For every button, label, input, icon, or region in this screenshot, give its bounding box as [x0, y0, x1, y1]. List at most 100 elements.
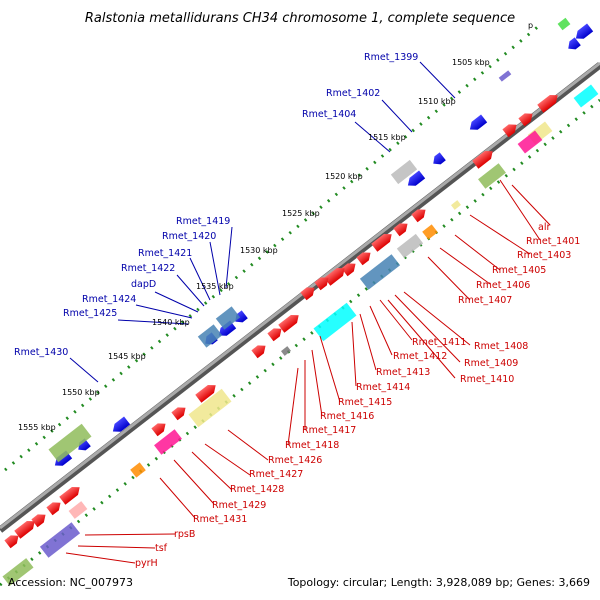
- leader-line-red: [439, 247, 491, 285]
- leader-line-blue: [381, 99, 413, 133]
- forward-gene-arrow: [472, 150, 493, 169]
- forward-gene-arrow: [518, 113, 533, 127]
- gene-label-rmet-1424: Rmet_1424: [82, 294, 136, 305]
- gene-label-rmet-1412: Rmet_1412: [393, 351, 447, 362]
- forward-gene-arrow: [411, 209, 426, 223]
- gray-feature-box: [281, 346, 291, 356]
- label-leaders: [65, 61, 551, 564]
- leader-line-red: [469, 214, 531, 255]
- scale-label-1510: 1510 kbp: [418, 97, 456, 106]
- steelblue-feature-box: [197, 324, 223, 348]
- scale-label-1505: 1505 kbp: [452, 58, 490, 67]
- gene-label-rmet-1419: Rmet_1419: [176, 216, 230, 227]
- gene-label-rmet-1429: Rmet_1429: [212, 500, 266, 511]
- gene-label-tsf: tsf: [155, 543, 168, 554]
- reverse-gene-arrow: [112, 416, 131, 432]
- gene-label-alr: alr: [538, 222, 550, 233]
- gene-label-rmet-1427: Rmet_1427: [249, 469, 303, 480]
- steelblue-feature-box: [215, 306, 241, 330]
- gene-label-rmet-1426: Rmet_1426: [268, 455, 322, 466]
- scale-label-1535: 1535 kbp: [196, 282, 234, 291]
- leader-line-red: [159, 477, 196, 519]
- gene-label-rmet-1414: Rmet_1414: [356, 382, 410, 393]
- gene-label-rmet-1430: Rmet_1430: [14, 347, 68, 358]
- scale-label-1525: 1525 kbp: [282, 209, 320, 218]
- backbone: [0, 61, 600, 530]
- gene-label-rmet-1421: Rmet_1421: [138, 248, 192, 259]
- scale-label-1530: 1530 kbp: [240, 246, 278, 255]
- leader-line-blue: [117, 319, 189, 325]
- forward-gene-arrow: [356, 252, 371, 266]
- leader-line-red: [191, 451, 233, 491]
- forward-gene-arrow: [324, 267, 345, 286]
- olive-feature-box: [2, 558, 34, 586]
- leader-line-blue: [69, 357, 99, 383]
- gene-label-rmet-1411: Rmet_1411: [412, 337, 466, 348]
- leader-line-red: [227, 429, 269, 461]
- forward-gene-arrow: [278, 314, 299, 333]
- backbone-shadow: [0, 62, 600, 533]
- leader-line-blue: [354, 121, 391, 153]
- gene-label-rmet-1407: Rmet_1407: [458, 295, 512, 306]
- gene-label-rpsb: rpsB: [174, 529, 195, 540]
- slateblue-feature-box: [39, 522, 81, 558]
- scale-label-1550: 1550 kbp: [62, 388, 100, 397]
- leader-line-red: [369, 305, 393, 356]
- leader-line-red: [403, 291, 471, 346]
- olive-feature-box: [48, 423, 92, 463]
- khaki-feature-box: [188, 388, 232, 428]
- forward-gene-arrow: [300, 287, 315, 301]
- gene-label-rmet-1413: Rmet_1413: [376, 367, 430, 378]
- gene-label-rmet-1420: Rmet_1420: [162, 231, 216, 242]
- strand-marker: p: [528, 21, 533, 30]
- leader-line-red: [65, 552, 136, 564]
- gene-label-rmet-1418: Rmet_1418: [285, 440, 339, 451]
- orange-feature-box: [130, 462, 146, 478]
- leader-line-red: [351, 321, 357, 387]
- forward-gene-arrow: [195, 384, 216, 403]
- forward-gene-arrow: [14, 520, 35, 539]
- forward-gene-arrow: [251, 345, 266, 359]
- steelblue-feature-box: [359, 254, 401, 290]
- leader-line-red: [77, 545, 156, 549]
- gene-label-rmet-1405: Rmet_1405: [492, 265, 546, 276]
- leader-line-red: [427, 256, 471, 301]
- leader-line-red: [204, 443, 251, 476]
- scale-label-1515: 1515 kbp: [368, 133, 406, 142]
- forward-gene-arrow: [371, 233, 392, 252]
- forward-gene-arrow: [4, 535, 19, 549]
- gene-label-rmet-1416: Rmet_1416: [320, 411, 374, 422]
- gene-label-rmet-1408: Rmet_1408: [474, 341, 528, 352]
- reverse-gene-arrow: [218, 320, 237, 336]
- leader-line-blue: [135, 304, 193, 319]
- reverse-gene-arrow: [575, 23, 594, 39]
- forward-gene-arrow: [502, 124, 517, 138]
- green-feature-box: [557, 17, 571, 31]
- leader-line-red: [173, 459, 215, 505]
- reverse-gene-arrow: [407, 170, 426, 186]
- gray-feature-box: [396, 233, 424, 259]
- gene-label-rmet-1409: Rmet_1409: [464, 358, 518, 369]
- gene-label-rmet-1402: Rmet_1402: [326, 88, 380, 99]
- leader-line-blue: [189, 257, 211, 301]
- gene-label-rmet-1422: Rmet_1422: [121, 263, 175, 274]
- reverse-gene-arrow: [568, 37, 581, 50]
- forward-gene-arrow: [46, 502, 61, 516]
- reverse-gene-arrow: [433, 152, 446, 165]
- forward-gene-arrow: [31, 514, 46, 528]
- leader-line-red: [454, 234, 501, 271]
- olive-feature-box: [478, 163, 506, 189]
- gene-label-rmet-1415: Rmet_1415: [338, 397, 392, 408]
- slateblue-feature-box: [498, 70, 512, 82]
- gene-label-rmet-1404: Rmet_1404: [302, 109, 356, 120]
- forward-gene-arrow: [393, 223, 408, 237]
- leader-line-red: [287, 367, 299, 446]
- leader-line-red: [319, 335, 341, 403]
- orange-feature-box: [422, 224, 438, 240]
- cyan-feature-box: [313, 302, 357, 342]
- leader-line-red: [387, 299, 456, 379]
- cyan-feature-box: [573, 84, 599, 108]
- gene-features: [2, 17, 599, 586]
- pink-feature-box: [517, 130, 543, 154]
- forward-gene-arrow: [267, 328, 282, 342]
